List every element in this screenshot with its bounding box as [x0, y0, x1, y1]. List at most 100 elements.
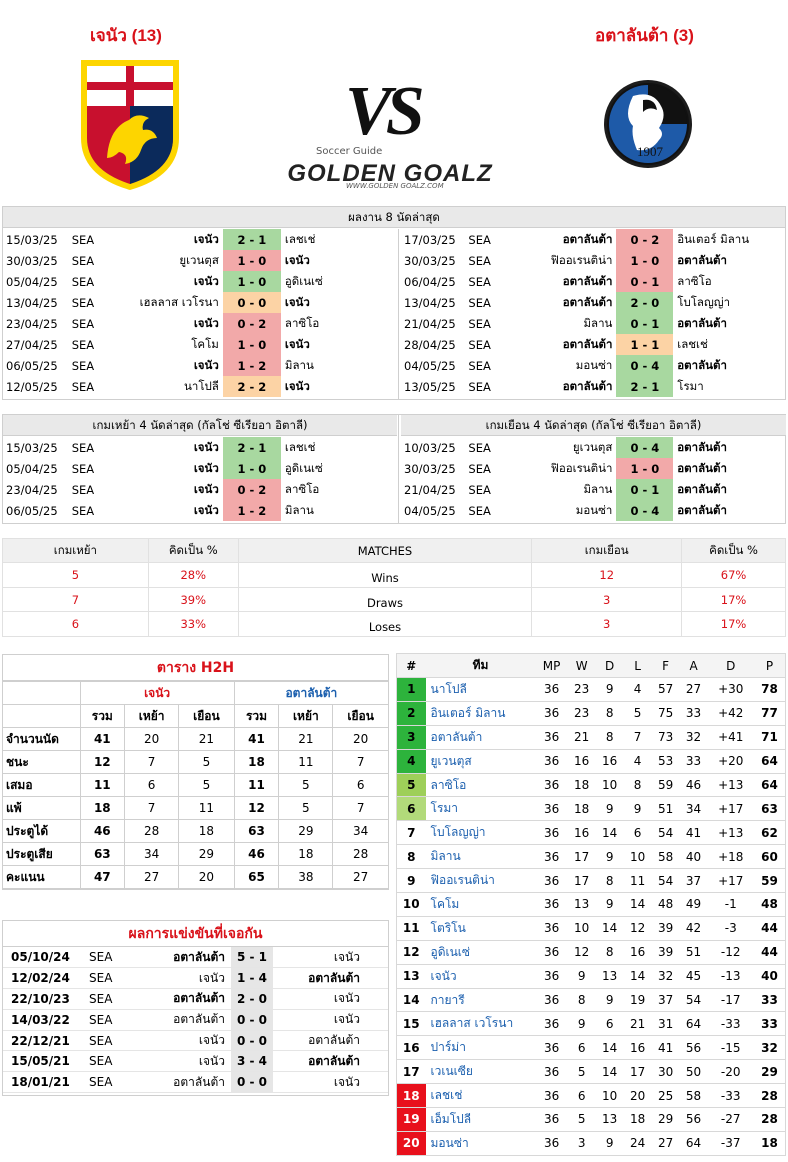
league-gd: +17 [707, 868, 754, 894]
h2h-value: 63 [233, 819, 280, 843]
league-team-name[interactable]: ปาร์ม่า [425, 1035, 536, 1061]
league-w: 12 [567, 940, 596, 965]
league-team-name[interactable]: เวเนเซีย [425, 1059, 536, 1085]
h2h-row: แพ้ 18 7 11 12 5 7 [2, 796, 389, 820]
league-row[interactable]: 13 เจนัว 36 9 13 14 32 45 -13 40 [396, 964, 786, 989]
league-team-name[interactable]: มิลาน [425, 844, 536, 870]
vs-label: VS [345, 73, 425, 150]
h2h-home-name: เจนัว [79, 681, 235, 705]
match-date: 13/05/25 [404, 379, 456, 394]
match-score: 0 - 4 [616, 355, 674, 376]
home-team: อตาลันต้า [562, 231, 613, 246]
league-row[interactable]: 1 นาโปลี 36 23 9 4 57 27 +30 78 [396, 677, 786, 702]
match-league: SEA [468, 316, 491, 331]
league-a: 40 [679, 844, 708, 870]
league-f: 25 [651, 1083, 680, 1109]
league-team-name[interactable]: กายารี [425, 988, 536, 1013]
league-team-name[interactable]: นาโปลี [425, 677, 536, 702]
league-row[interactable]: 11 โตริโน 36 10 14 12 39 42 -3 44 [396, 916, 786, 941]
league-points: 63 [753, 796, 786, 822]
match-league: SEA [71, 358, 95, 373]
league-points: 48 [753, 892, 786, 917]
h2h-row: ประตูได้ 46 28 18 63 29 34 [2, 819, 389, 843]
league-f: 32 [651, 964, 680, 989]
league-row[interactable]: 17 เวเนเซีย 36 5 14 17 30 50 -20 29 [396, 1059, 786, 1085]
past-meetings-title: ผลการแข่งขันที่เจอกัน [3, 921, 388, 947]
league-f: 59 [651, 773, 680, 798]
league-team-name[interactable]: โรมา [425, 796, 536, 822]
league-d: 10 [595, 1083, 624, 1109]
league-gd: -33 [707, 1011, 754, 1037]
match-score: 3 - 4 [231, 1050, 273, 1073]
league-team-name[interactable]: เจนัว [425, 964, 536, 989]
league-a: 41 [679, 820, 708, 846]
league-row[interactable]: 3 อตาลันต้า 36 21 8 7 73 32 +41 71 [396, 725, 786, 750]
match-league: SEA [71, 337, 95, 352]
league-team-name[interactable]: โคโม [425, 892, 536, 917]
league-row[interactable]: 19 เอ็มโปลี 36 5 13 18 29 56 -27 28 [396, 1107, 786, 1132]
league-row[interactable]: 5 ลาซิโอ 36 18 10 8 59 46 +13 64 [396, 773, 786, 798]
league-col-header: ทีม [425, 653, 536, 678]
league-f: 29 [651, 1107, 680, 1132]
league-mp: 36 [535, 796, 568, 822]
league-row[interactable]: 6 โรมา 36 18 9 9 51 34 +17 63 [396, 796, 786, 822]
league-team-name[interactable]: อตาลันต้า [425, 725, 536, 750]
league-row[interactable]: 7 โบโลญญ่า 36 16 14 6 54 41 +13 62 [396, 820, 786, 846]
league-gd: -12 [707, 940, 754, 965]
league-table: # ทีม MP W D L F A D P 1 นาโปลี 36 23 9 4 57 27 +30 78 2 อิน… [396, 653, 786, 1156]
league-row[interactable]: 16 ปาร์ม่า 36 6 14 16 41 56 -15 32 [396, 1035, 786, 1061]
h2h-value: 47 [79, 865, 126, 889]
league-row[interactable]: 8 มิลาน 36 17 9 10 58 40 +18 60 [396, 844, 786, 870]
league-row[interactable]: 12 อูดิเนเซ่ 36 12 8 16 39 51 -12 44 [396, 940, 786, 965]
match-league: SEA [83, 1050, 127, 1073]
league-team-name[interactable]: มอนซ่า [425, 1131, 536, 1156]
league-team-name[interactable]: โบโลญญ่า [425, 820, 536, 846]
league-team-name[interactable]: ฟิออเรนติน่า [425, 868, 536, 894]
league-team-name[interactable]: อูดิเนเซ่ [425, 940, 536, 965]
league-row[interactable]: 15 เฮลลาส เวโรนา 36 9 6 21 31 64 -33 33 [396, 1011, 786, 1037]
past-match-row: 14/03/22 SEA อตาลันต้า 0 - 0 เจนัว [3, 1009, 388, 1031]
league-mp: 36 [535, 844, 568, 870]
league-row[interactable]: 9 ฟิออเรนติน่า 36 17 8 11 54 37 +17 59 [396, 868, 786, 894]
match-score: 1 - 0 [616, 458, 674, 479]
league-d: 14 [595, 1035, 624, 1061]
league-row[interactable]: 18 เลชเช่ 36 6 10 20 25 58 -33 28 [396, 1083, 786, 1109]
league-a: 64 [679, 1131, 708, 1156]
home-team: อตาลันต้า [562, 294, 613, 309]
league-f: 39 [651, 916, 680, 941]
league-team-name[interactable]: เลชเช่ [425, 1083, 536, 1109]
league-a: 64 [679, 1011, 708, 1037]
league-row[interactable]: 10 โคโม 36 13 9 14 48 49 -1 48 [396, 892, 786, 917]
away-team: อูดิเนเซ่ [284, 273, 323, 288]
home-last4-table: 15/03/25 SEA เจนัว 2 - 1 เลชเช่ 05/04/25 SEA เจ… [3, 437, 397, 521]
league-l: 20 [623, 1083, 652, 1109]
away-team: อตาลันต้า [677, 315, 727, 330]
league-team-name[interactable]: ลาซิโอ [425, 773, 536, 798]
league-row[interactable]: 2 อินเตอร์ มิลาน 36 23 8 5 75 33 +42 77 [396, 701, 786, 726]
league-rank: 5 [396, 773, 426, 798]
match-score: 1 - 0 [222, 271, 281, 292]
match-row: 13/05/25 SEA อตาลันต้า 2 - 1 โรมา [401, 376, 787, 397]
league-row[interactable]: 20 มอนซ่า 36 3 9 24 27 64 -37 18 [396, 1131, 786, 1156]
league-row[interactable]: 14 กายารี 36 8 9 19 37 54 -17 33 [396, 988, 786, 1013]
match-date: 06/04/25 [404, 274, 456, 289]
league-mp: 36 [535, 1059, 568, 1085]
match-row: 12/05/25 SEA นาโปลี 2 - 2 เจนัว [3, 376, 397, 397]
home-team: นาโปลี [184, 378, 219, 393]
home-pct: 28% [147, 562, 239, 588]
league-a: 46 [679, 773, 708, 798]
league-team-name[interactable]: เอ็มโปลี [425, 1107, 536, 1132]
league-team-name[interactable]: เฮลลาส เวโรนา [425, 1011, 536, 1037]
league-mp: 36 [535, 749, 568, 774]
league-l: 9 [623, 796, 652, 822]
h2h-value: 41 [79, 727, 126, 751]
league-a: 49 [679, 892, 708, 917]
league-points: 71 [753, 725, 786, 750]
league-team-name[interactable]: ยูเวนตุส [425, 749, 536, 774]
league-team-name[interactable]: โตริโน [425, 916, 536, 941]
league-team-name[interactable]: อินเตอร์ มิลาน [425, 701, 536, 726]
home-team: มิลาน [583, 315, 613, 330]
home-team: อตาลันต้า [562, 336, 613, 351]
stats-header-home: เกมเหย้า [2, 538, 149, 563]
league-row[interactable]: 4 ยูเวนตุส 36 16 16 4 53 33 +20 64 [396, 749, 786, 774]
